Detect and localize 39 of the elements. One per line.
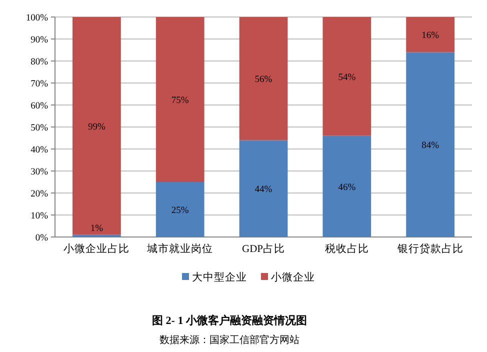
x-tick-label: 银行贷款占比 [396,242,464,255]
y-tick-label: 80% [30,58,48,68]
bar [406,52,454,237]
y-tick-label: 50% [30,124,48,134]
data-label: 44% [254,185,272,196]
y-tick-label: 0% [35,234,48,244]
data-label: 16% [422,31,440,42]
y-tick-label: 20% [30,190,48,200]
bar [156,17,204,182]
bar [322,17,372,136]
x-tick-label: 小微企业占比 [64,242,130,255]
legend-label: 小微企业 [271,270,315,284]
bar [239,17,288,140]
y-tick-label: 100% [26,14,48,24]
data-label: 99% [88,122,106,132]
text: 图 2- 1 小微客户融资融资情况图 [152,314,307,327]
y-tick-label: 10% [30,212,48,222]
x-tick-label: 城市就业岗位 [146,242,214,255]
y-tick-label: 70% [30,80,48,90]
data-label: 84% [422,141,440,152]
y-tick-label: 30% [30,168,48,178]
source-note: 数据来源：国家工信部官方网站 [160,334,300,346]
bar [406,17,454,52]
data-label: 46% [338,182,356,193]
data-label: 75% [171,96,189,106]
bar [239,140,288,237]
bar [72,17,121,235]
legend-label: 大中型企业 [192,270,247,284]
data-label: 56% [254,75,272,86]
data-label: 54% [338,72,356,83]
y-tick-label: 90% [30,36,48,46]
bar [156,182,204,237]
x-tick-label: 税收占比 [324,242,369,255]
y-tick-label: 60% [30,102,48,112]
data-label: 25% [171,206,189,216]
x-tick-label: GDP占比 [242,242,286,255]
data-label: 1% [90,224,104,234]
y-tick-label: 40% [30,146,48,156]
bar [322,136,372,237]
